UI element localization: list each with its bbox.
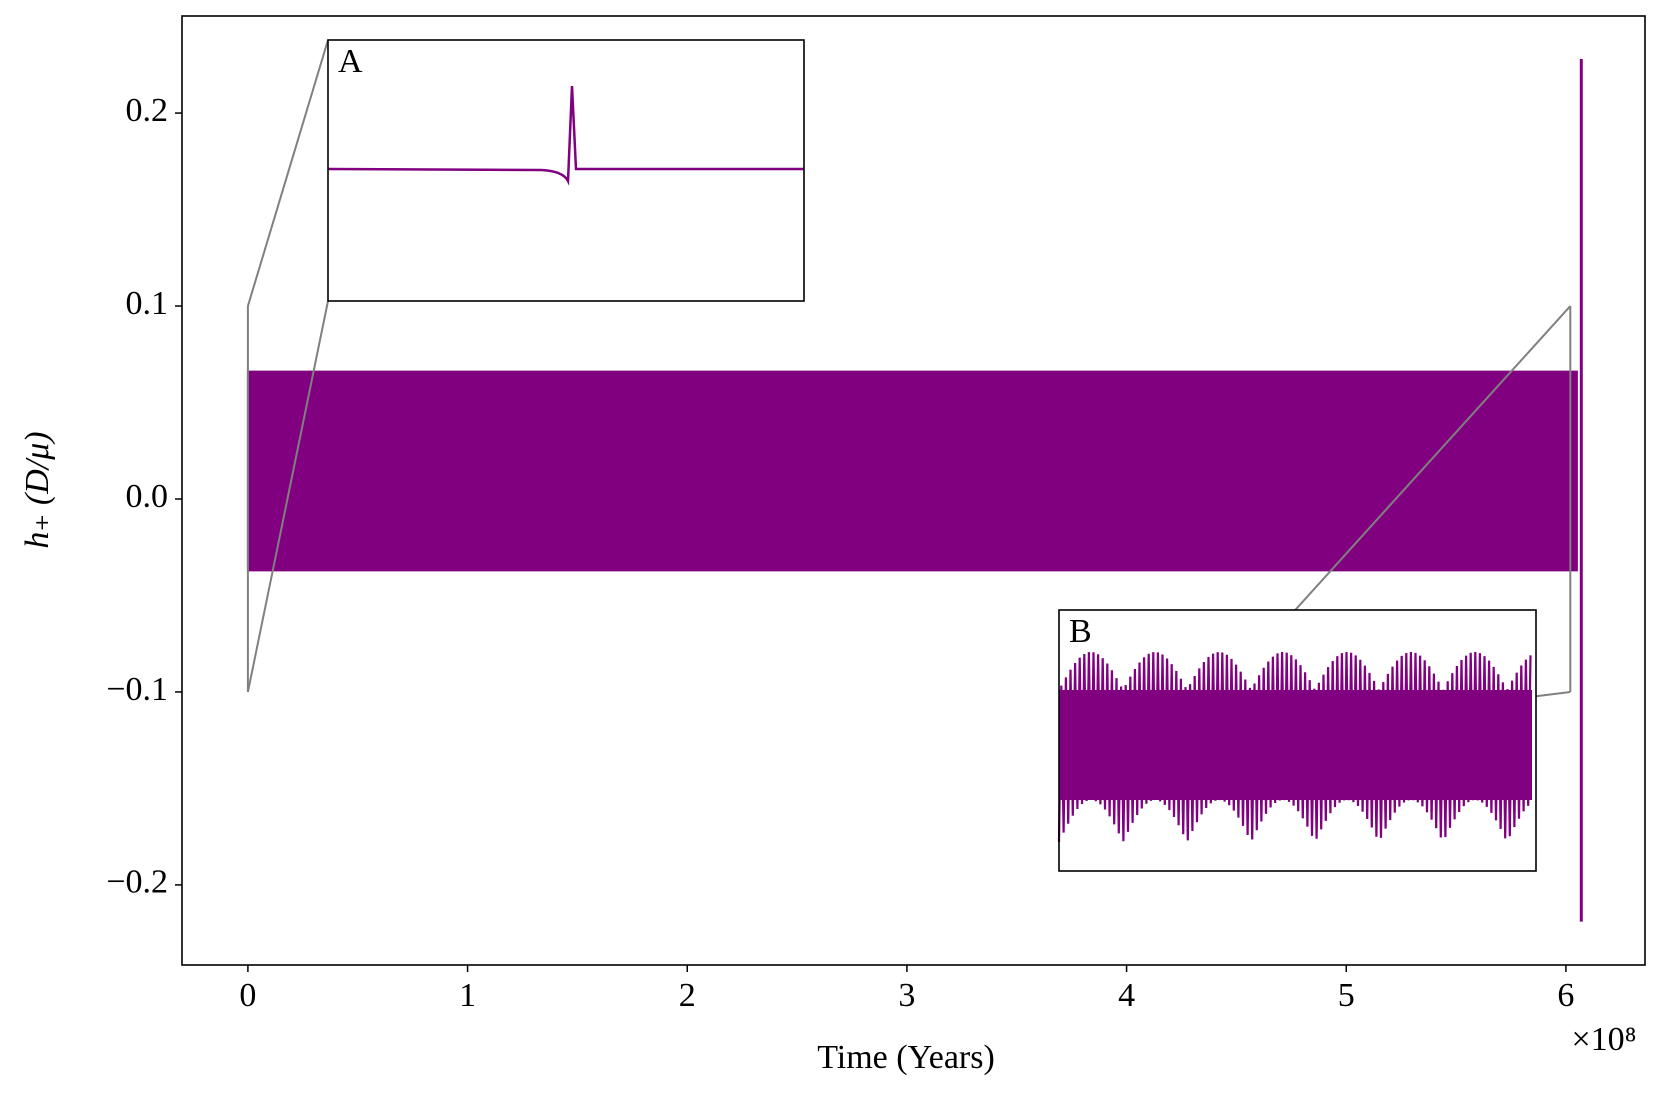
y-tick-label: 0.1 [126,285,169,322]
y-tick-label: −0.2 [106,864,168,901]
y-tick-label: −0.1 [106,671,168,708]
waveform-band [246,370,1578,572]
connector [246,39,329,307]
connector [1535,690,1571,698]
x-tick-label: 5 [1338,977,1355,1014]
inset-label: A [338,43,363,80]
inset-label: B [1069,613,1092,650]
inset-frame [327,39,805,302]
y-tick-label: 0.0 [126,478,169,515]
x-tick-label: 3 [898,977,915,1014]
y-axis-label: h₊ (D/μ) [19,431,56,548]
x-offset-label: ×10⁸ [1571,1021,1636,1058]
plot-frame [181,15,1646,966]
y-tick-label: 0.2 [126,92,169,129]
x-tick-label: 1 [459,977,476,1014]
inset-frame [1058,609,1537,872]
inset-waveform [327,85,804,186]
x-axis-label: Time (Years) [817,1039,995,1076]
inset-core [1059,690,1532,800]
connector [246,300,329,693]
x-tick-label: 2 [679,977,696,1014]
x-tick-label: 6 [1557,977,1574,1014]
x-tick-label: 0 [239,977,256,1014]
x-tick-label: 4 [1118,977,1135,1014]
